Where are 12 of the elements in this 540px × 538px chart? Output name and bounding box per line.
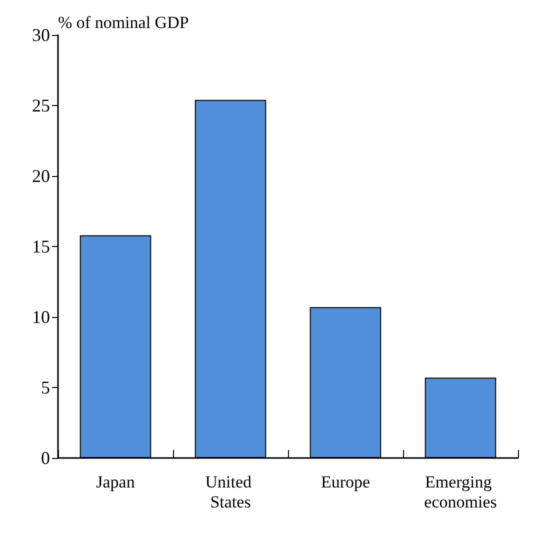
y-tick-label: 5 [41,378,50,398]
y-axis-title: % of nominal GDP [58,13,189,32]
y-tick-label: 25 [32,96,50,116]
y-tick-label: 0 [41,448,50,468]
y-tick-label: 20 [32,166,50,186]
y-tick-label: 15 [32,236,50,256]
y-tick-label: 30 [32,25,50,45]
y-tick-label: 10 [32,307,50,327]
x-tick-label: United States [205,472,256,512]
x-tick-label: Emerging economies [424,472,497,512]
x-tick-label: Europe [320,472,370,492]
x-tick-label: Japan [96,472,136,492]
